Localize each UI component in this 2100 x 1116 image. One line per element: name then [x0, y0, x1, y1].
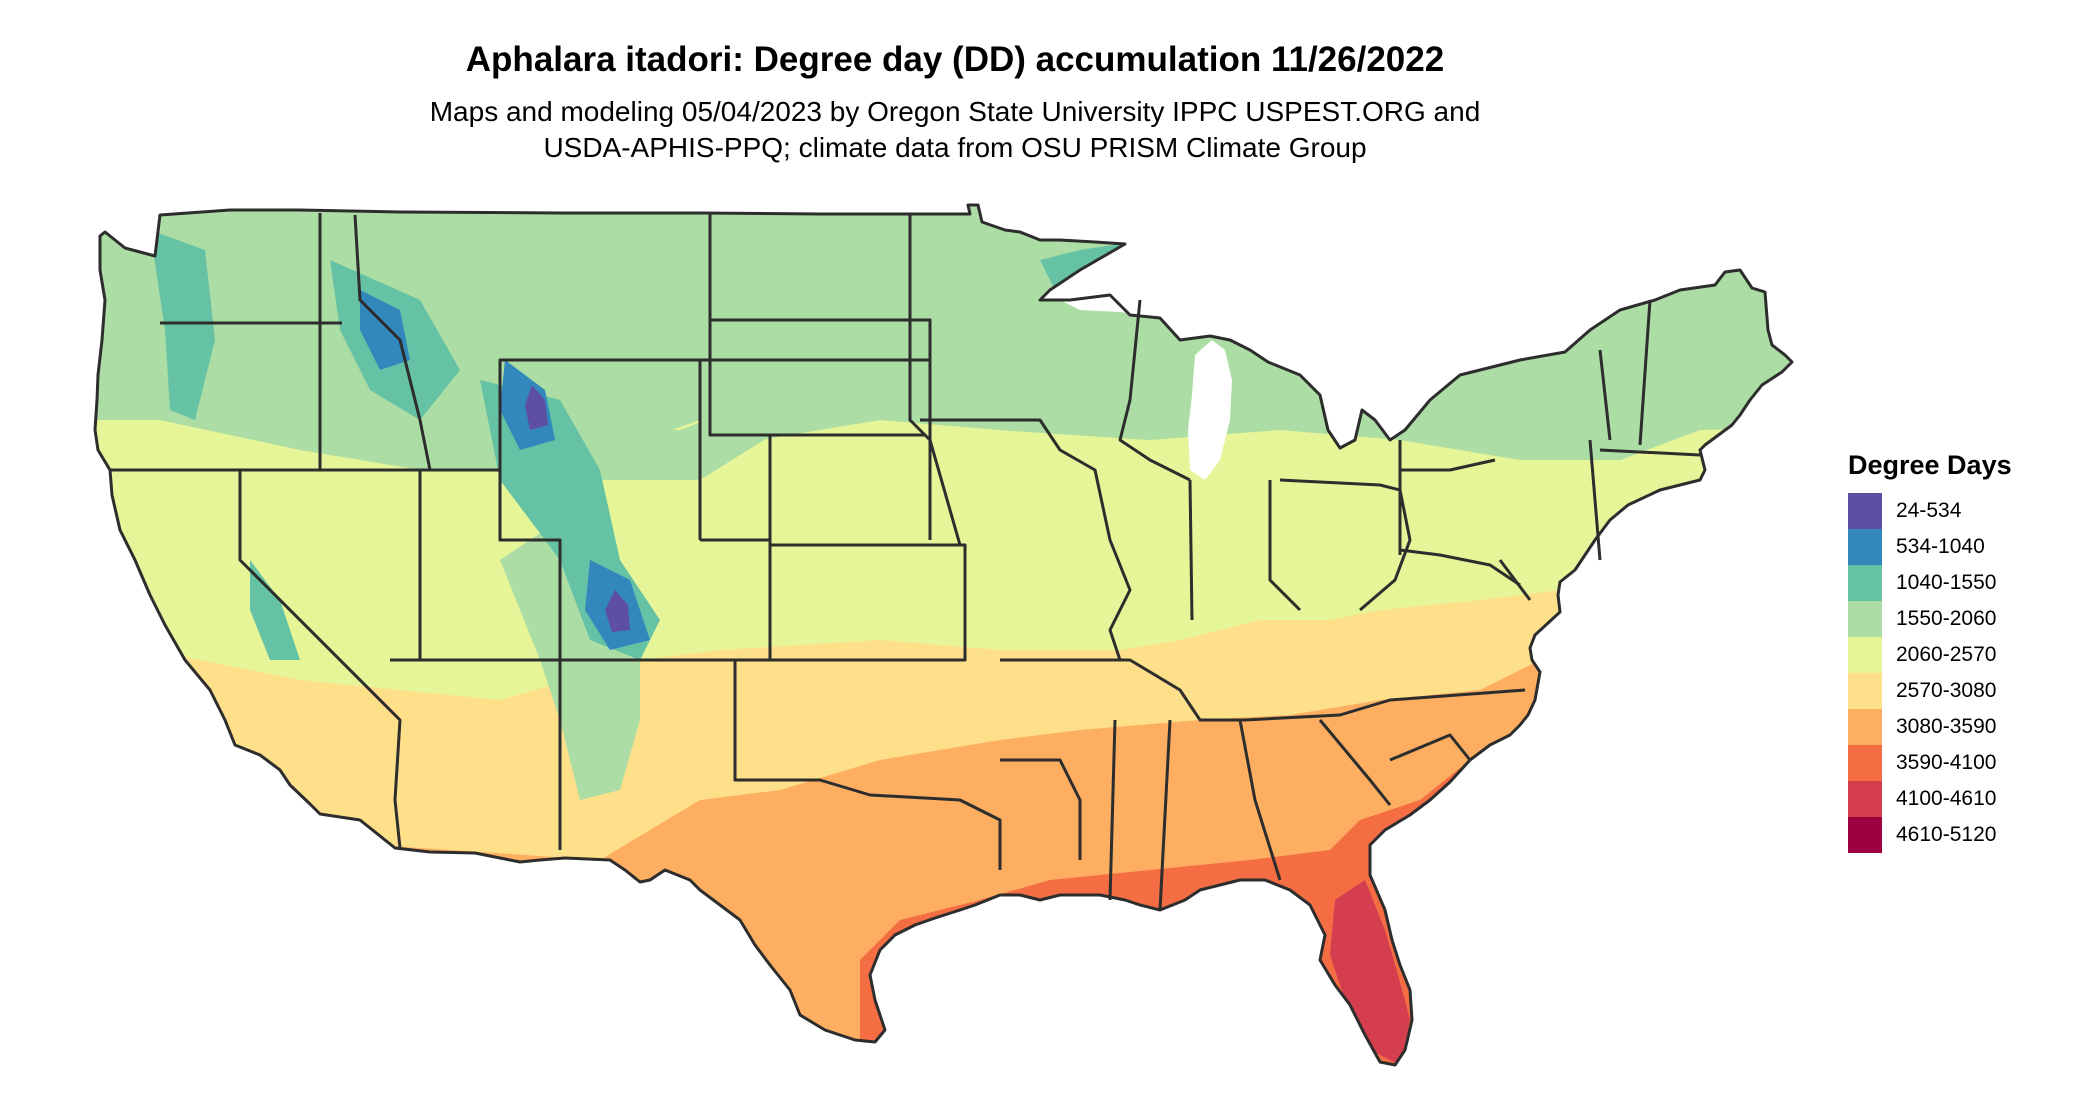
great-lakes — [1060, 285, 1232, 480]
legend-item: 1040-1550 — [1848, 565, 2012, 601]
legend-label: 3080-3590 — [1896, 715, 1997, 738]
legend-swatch — [1848, 529, 1882, 565]
state-borders — [93, 203, 1794, 1067]
degree-day-zone — [160, 230, 780, 480]
legend-label: 4100-4610 — [1896, 787, 1997, 810]
legend-label: 4610-5120 — [1896, 823, 1997, 846]
legend-items: 24-534 534-1040 1040-1550 1550-2060 2060-257… — [1848, 493, 2012, 853]
legend-swatch — [1848, 781, 1882, 817]
legend: Degree Days 24-534 534-1040 1040-1550 1550-… — [1848, 450, 2012, 853]
legend-label: 1550-2060 — [1896, 607, 1997, 630]
legend-label: 24-534 — [1896, 499, 1962, 522]
legend-title: Degree Days — [1848, 450, 2012, 480]
legend-swatch — [1848, 709, 1882, 745]
degree-day-zone — [250, 560, 300, 660]
legend-label: 1040-1550 — [1896, 571, 1997, 594]
degree-day-zone — [1330, 880, 1410, 1065]
map-subtitle-line-2: USDA-APHIS-PPQ; climate data from OSU PR… — [543, 132, 1367, 163]
legend-item: 1550-2060 — [1848, 601, 2012, 637]
degree-day-zone — [360, 290, 410, 370]
degree-day-zone — [1400, 280, 1770, 460]
degree-day-zone — [150, 230, 215, 420]
legend-item: 3590-4100 — [1848, 745, 2012, 781]
degree-day-zone — [605, 590, 630, 632]
legend-item: 534-1040 — [1848, 529, 2012, 565]
legend-swatch — [1848, 745, 1882, 781]
legend-item: 2060-2570 — [1848, 637, 2012, 673]
legend-swatch — [1848, 565, 1882, 601]
legend-swatch — [1848, 817, 1882, 853]
legend-item: 2570-3080 — [1848, 673, 2012, 709]
map-subtitle-line-1: Maps and modeling 05/04/2023 by Oregon S… — [429, 96, 1481, 127]
legend-item: 4100-4610 — [1848, 781, 2012, 817]
legend-swatch — [1848, 601, 1882, 637]
legend-swatch — [1848, 673, 1882, 709]
map-title: Aphalara itadori: Degree day (DD) accumu… — [465, 40, 1445, 79]
legend-item: 4610-5120 — [1848, 817, 2012, 853]
degree-day-zone — [525, 385, 548, 430]
degree-day-zone — [680, 214, 1150, 460]
legend-swatch — [1848, 493, 1882, 529]
legend-label: 2570-3080 — [1896, 679, 1997, 702]
legend-label: 2060-2570 — [1896, 643, 1997, 666]
legend-label: 3590-4100 — [1896, 751, 1997, 774]
legend-item: 24-534 — [1848, 493, 2012, 529]
legend-swatch — [1848, 637, 1882, 673]
legend-item: 3080-3590 — [1848, 709, 2012, 745]
legend-label: 534-1040 — [1896, 535, 1985, 558]
